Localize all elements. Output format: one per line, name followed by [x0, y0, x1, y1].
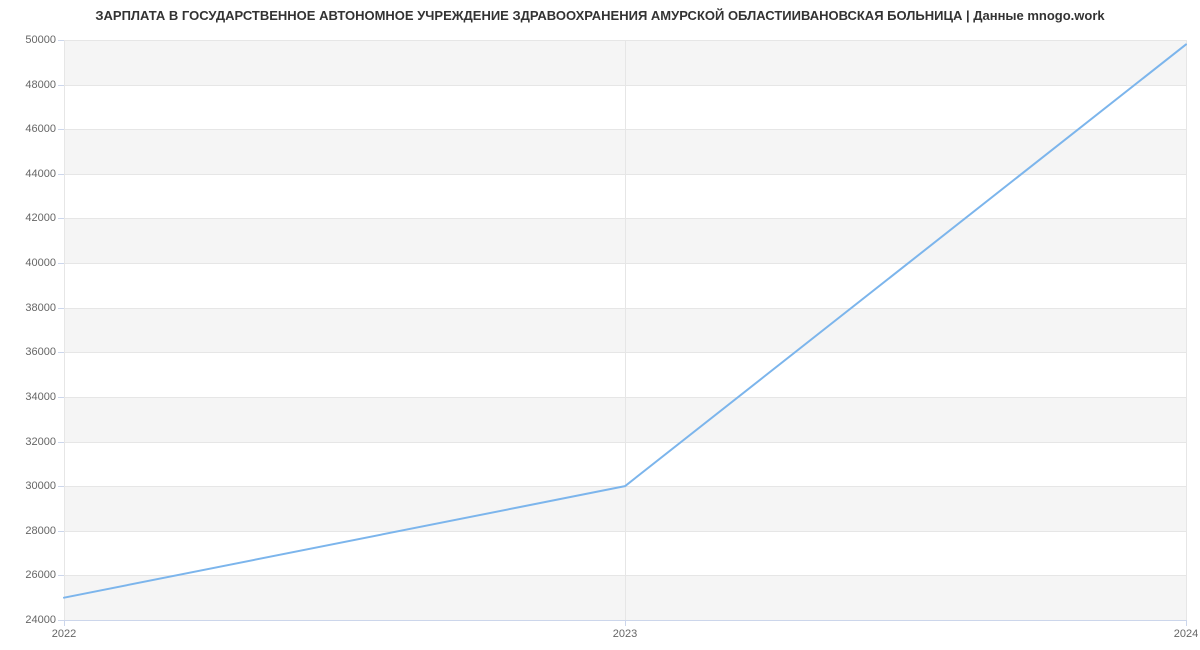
y-tick-label: 32000 [25, 436, 56, 448]
plot-area: 2400026000280003000032000340003600038000… [64, 40, 1186, 620]
x-tick-label: 2022 [52, 628, 76, 640]
x-tick-label: 2024 [1174, 628, 1198, 640]
x-tick-mark [1186, 620, 1187, 626]
y-tick-label: 42000 [25, 212, 56, 224]
y-tick-label: 28000 [25, 525, 56, 537]
y-tick-label: 40000 [25, 257, 56, 269]
salary-chart: ЗАРПЛАТА В ГОСУДАРСТВЕННОЕ АВТОНОМНОЕ УЧ… [0, 0, 1200, 650]
y-tick-label: 44000 [25, 168, 56, 180]
series-layer [64, 40, 1186, 620]
y-tick-label: 48000 [25, 79, 56, 91]
y-tick-label: 46000 [25, 123, 56, 135]
y-tick-label: 24000 [25, 614, 56, 626]
x-axis-line [64, 620, 1186, 621]
y-tick-label: 30000 [25, 480, 56, 492]
y-tick-label: 38000 [25, 302, 56, 314]
series-line-salary [64, 44, 1186, 597]
x-gridline [1186, 40, 1187, 620]
chart-title: ЗАРПЛАТА В ГОСУДАРСТВЕННОЕ АВТОНОМНОЕ УЧ… [0, 8, 1200, 23]
y-tick-label: 34000 [25, 391, 56, 403]
y-tick-label: 26000 [25, 569, 56, 581]
y-tick-label: 36000 [25, 346, 56, 358]
x-tick-label: 2023 [613, 628, 637, 640]
y-tick-label: 50000 [25, 34, 56, 46]
